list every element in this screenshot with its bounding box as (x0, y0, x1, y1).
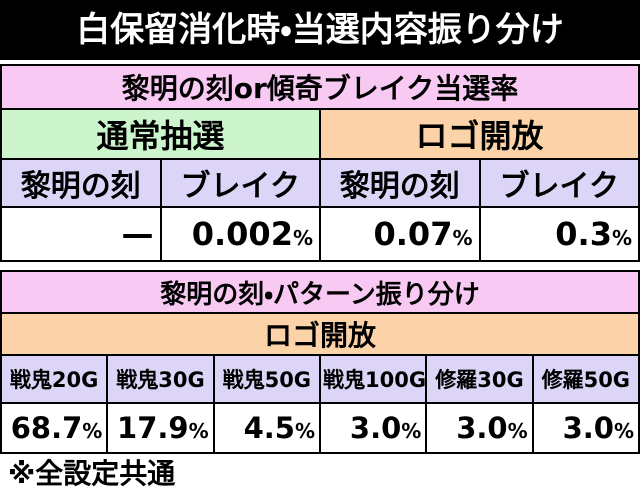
value-cell: 0.3% (478, 206, 640, 262)
column-header: ブレイク (478, 158, 640, 208)
group-header: ロゴ開放 (0, 312, 640, 356)
value-unit: % (401, 419, 422, 443)
group-header: ロゴ開放 (319, 108, 640, 160)
value-number: 3.0 (349, 411, 402, 445)
value-cell: 68.7% (0, 402, 109, 454)
value-number: 0.3 (555, 215, 612, 253)
value-number: 0.07 (373, 215, 453, 253)
value-unit: % (188, 419, 209, 443)
value-cell: 3.0% (531, 402, 640, 454)
value-unit: % (611, 226, 632, 250)
value-unit: % (82, 419, 103, 443)
value-number: 3.0 (562, 411, 614, 445)
page-title: 白保留消化時・当選内容振り分け (0, 0, 640, 60)
column-header: 戦鬼100G (318, 354, 428, 404)
table-title: 黎明の刻・パターン振り分け (0, 270, 640, 314)
value-cell: 3.0% (318, 402, 428, 454)
value-unit: % (613, 419, 634, 443)
column-header: 黎明の刻 (319, 158, 481, 208)
value-unit: % (507, 419, 528, 443)
value-number: 3.0 (456, 411, 508, 445)
table-title: 黎明の刻or傾奇ブレイク当選率 (0, 64, 640, 110)
pattern-table: 黎明の刻・パターン振り分け ロゴ開放 戦鬼20G 戦鬼30G 戦鬼50G 戦鬼100G… (0, 270, 640, 454)
value-number: — (121, 215, 154, 253)
value-unit: % (292, 226, 313, 250)
value-number: 17.9 (117, 411, 189, 445)
column-header: 黎明の刻 (0, 158, 162, 208)
group-header: 通常抽選 (0, 108, 321, 160)
column-header: 戦鬼50G (212, 354, 321, 404)
value-number: 0.002 (191, 215, 293, 253)
value-number: 4.5 (243, 411, 295, 445)
value-unit: % (452, 226, 473, 250)
footnote: ※全設定共通 (8, 457, 176, 490)
column-header: 修羅30G (425, 354, 534, 404)
value-cell: 0.002% (159, 206, 321, 262)
value-unit: % (294, 419, 315, 443)
column-header: ブレイク (159, 158, 321, 208)
value-cell: 3.0% (425, 402, 534, 454)
column-header: 戦鬼20G (0, 354, 109, 404)
value-cell: 0.07% (319, 206, 481, 262)
value-cell: 17.9% (106, 402, 215, 454)
rate-table: 黎明の刻or傾奇ブレイク当選率 通常抽選 ロゴ開放 黎明の刻 ブレイク 黎明の刻 ブレ… (0, 64, 640, 262)
value-cell: — (0, 206, 162, 262)
column-header: 戦鬼30G (106, 354, 215, 404)
value-cell: 4.5% (212, 402, 321, 454)
value-number: 68.7 (10, 411, 83, 445)
column-header: 修羅50G (531, 354, 640, 404)
